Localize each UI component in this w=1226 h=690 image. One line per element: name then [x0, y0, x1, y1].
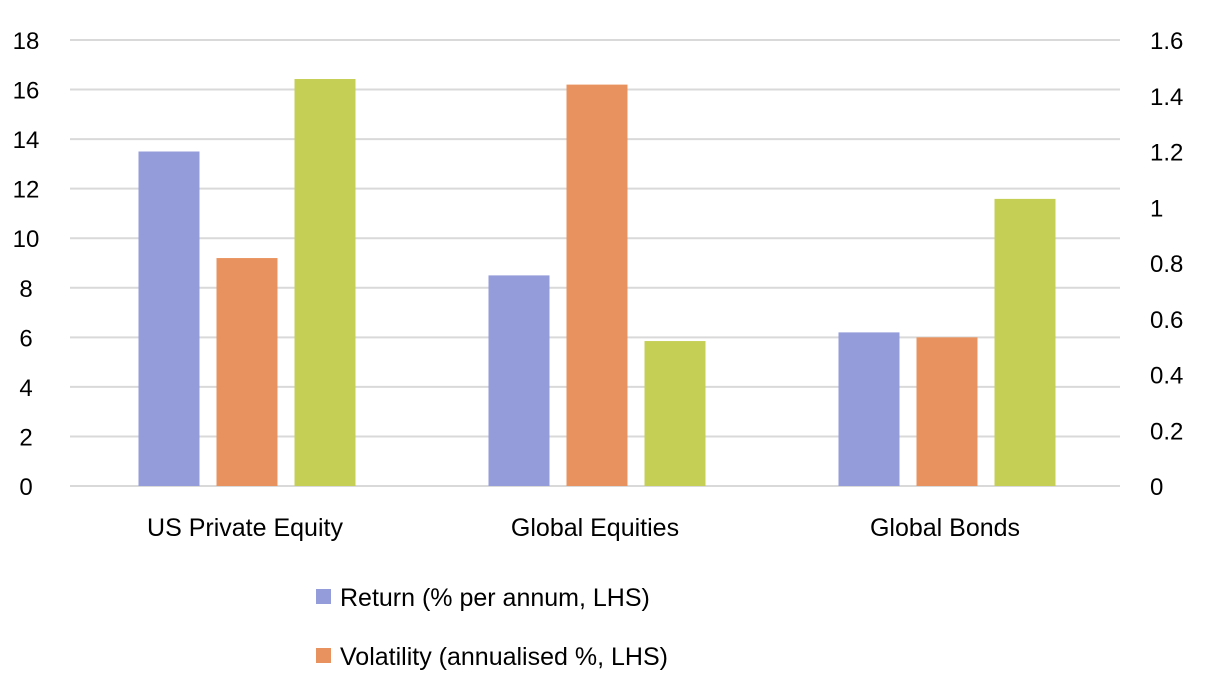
- left-axis-ticks: 0 2 4 6 8 10 12 14 16 18: [13, 28, 40, 501]
- right-tick-label: 0.4: [1150, 363, 1183, 390]
- category-label: Global Equities: [511, 514, 679, 542]
- bar-2-2: [566, 84, 628, 486]
- legend-swatch: [316, 589, 331, 604]
- left-tick-label: 16: [13, 78, 40, 105]
- category-label: US Private Equity: [147, 514, 343, 542]
- left-tick-label: 2: [19, 424, 32, 451]
- legend-label: Volatility (annualised %, LHS): [340, 643, 668, 671]
- left-tick-label: 0: [19, 474, 32, 501]
- left-tick-label: 8: [19, 276, 32, 303]
- bar-3-2: [644, 341, 706, 486]
- bar-2-3: [916, 337, 978, 486]
- right-tick-label: 1.4: [1150, 84, 1183, 111]
- bar-2-1: [216, 258, 278, 486]
- right-tick-label: 0.2: [1150, 418, 1183, 445]
- left-tick-label: 12: [13, 177, 40, 204]
- legend: Return (% per annum, LHS) Volatility (ann…: [316, 584, 668, 671]
- right-axis-ticks: 0 0.2 0.4 0.6 0.8 1 1.2 1.4 1.6: [1150, 28, 1183, 501]
- category-labels: US Private Equity Global Equities Global B…: [147, 514, 1020, 542]
- right-tick-label: 1: [1150, 195, 1163, 222]
- left-tick-label: 4: [19, 375, 32, 402]
- right-tick-label: 0.8: [1150, 251, 1183, 278]
- left-tick-label: 10: [13, 226, 40, 253]
- left-tick-label: 14: [13, 127, 40, 154]
- bar-3-3: [994, 198, 1056, 486]
- right-tick-label: 0.6: [1150, 307, 1183, 334]
- left-tick-label: 18: [13, 28, 40, 55]
- right-tick-label: 1.6: [1150, 28, 1183, 55]
- bar-1-3: [838, 332, 900, 486]
- legend-swatch: [316, 648, 331, 663]
- legend-label: Return (% per annum, LHS): [340, 584, 650, 612]
- category-label: Global Bonds: [870, 514, 1020, 542]
- bar-1-1: [138, 151, 200, 486]
- right-tick-label: 1.2: [1150, 140, 1183, 167]
- bar-3-1: [294, 79, 356, 487]
- right-tick-label: 0: [1150, 474, 1163, 501]
- left-tick-label: 6: [19, 325, 32, 352]
- bar-1-2: [488, 275, 550, 486]
- bars: [138, 79, 1056, 487]
